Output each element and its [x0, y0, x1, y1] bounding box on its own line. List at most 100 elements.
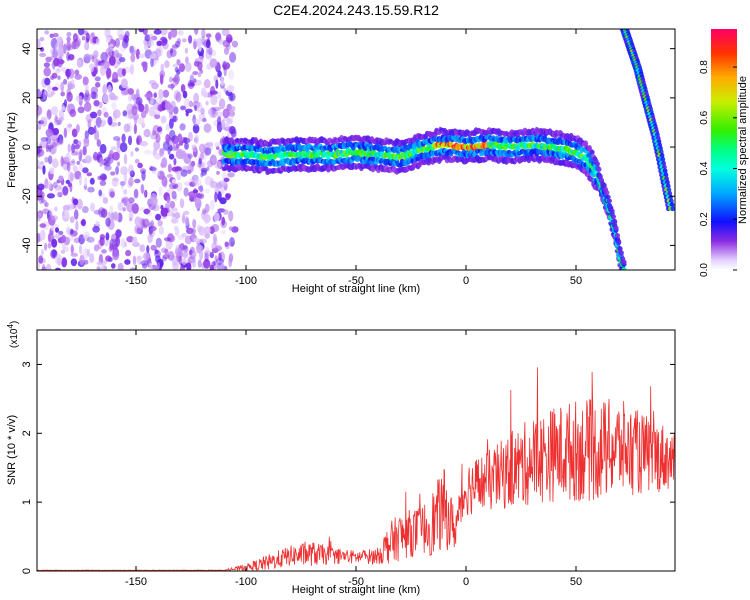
noise-cell: [63, 99, 68, 108]
noise-cell: [49, 33, 54, 39]
ridge-cell: [610, 214, 617, 219]
noise-cell: [166, 195, 171, 204]
noise-cell: [102, 93, 110, 104]
noise-cell: [125, 249, 132, 257]
noise-cell: [162, 89, 170, 98]
noise-cell: [127, 135, 133, 146]
noise-cell: [212, 260, 216, 267]
noise-cell: [200, 35, 207, 42]
noise-cell: [83, 137, 90, 148]
noise-cell: [37, 38, 41, 50]
noise-cell: [112, 71, 118, 83]
noise-cell: [51, 238, 58, 248]
noise-cell: [172, 63, 179, 68]
noise-cell: [132, 255, 137, 266]
noise-cell: [84, 94, 89, 101]
ridge-cell: [616, 238, 622, 246]
noise-cell: [72, 165, 78, 173]
noise-cell: [220, 229, 226, 235]
noise-cell: [204, 232, 210, 239]
noise-cell: [200, 172, 204, 178]
noise-cell: [100, 62, 109, 70]
noise-cell: [202, 208, 207, 215]
noise-cell: [121, 38, 129, 49]
noise-cell: [61, 257, 68, 268]
noise-cell: [98, 175, 104, 181]
noise-cell: [84, 130, 90, 140]
noise-cell: [146, 245, 150, 254]
noise-cell: [105, 255, 112, 262]
noise-cell: [212, 233, 217, 244]
noise-cell: [175, 91, 182, 103]
noise-cell: [169, 207, 174, 214]
noise-cell: [164, 101, 172, 111]
noise-cell: [190, 160, 196, 167]
noise-cell: [204, 226, 211, 235]
noise-cell: [51, 215, 59, 221]
noise-cell: [70, 228, 74, 235]
noise-cell: [173, 158, 177, 166]
noise-cell: [39, 52, 47, 58]
noise-cell: [158, 125, 163, 135]
noise-cell: [60, 156, 64, 167]
noise-cell: [116, 138, 121, 149]
noise-cell: [179, 123, 186, 131]
noise-cell: [154, 249, 159, 255]
noise-cell: [166, 199, 171, 207]
ridge-cell: [621, 259, 627, 266]
noise-cell: [45, 56, 52, 63]
noise-cell: [55, 41, 63, 53]
noise-cell: [230, 105, 236, 112]
noise-cell: [227, 69, 235, 80]
noise-cell: [229, 237, 235, 247]
noise-cell: [149, 106, 155, 117]
noise-cell: [43, 67, 51, 77]
noise-cell: [186, 227, 194, 235]
noise-cell: [220, 77, 225, 86]
noise-cell: [182, 251, 189, 259]
noise-cell: [62, 156, 70, 165]
noise-cell: [194, 134, 200, 145]
noise-cell: [136, 256, 142, 264]
noise-cell: [110, 146, 118, 151]
noise-cell: [182, 90, 188, 99]
noise-cell: [55, 68, 61, 74]
noise-cell: [60, 91, 65, 97]
noise-cell: [193, 175, 199, 187]
noise-cell: [203, 79, 211, 89]
noise-cell: [140, 183, 145, 194]
noise-cell: [231, 40, 238, 48]
noise-cell: [134, 216, 141, 227]
noise-cell: [121, 68, 126, 76]
noise-cell: [180, 84, 186, 93]
noise-cell: [198, 184, 204, 195]
noise-cell: [114, 211, 119, 222]
noise-cell: [86, 248, 91, 257]
noise-cell: [37, 105, 43, 116]
noise-cell: [37, 159, 40, 169]
noise-cell: [44, 156, 49, 163]
noise-cell: [54, 114, 58, 122]
x-tick-label: 50: [570, 576, 582, 588]
noise-cell: [70, 244, 74, 255]
noise-cell: [40, 196, 45, 204]
noise-cell: [187, 169, 192, 175]
noise-cell: [118, 57, 126, 63]
noise-cell: [182, 38, 187, 43]
noise-cell: [164, 237, 172, 242]
noise-cell: [189, 249, 193, 256]
noise-cell: [155, 48, 162, 58]
noise-cell: [161, 38, 168, 44]
noise-cell: [181, 233, 188, 238]
noise-cell: [39, 140, 47, 149]
noise-cell: [44, 242, 48, 251]
noise-cell: [133, 188, 139, 199]
noise-cell: [66, 123, 72, 133]
noise-cell: [45, 142, 49, 153]
noise-cell: [206, 46, 212, 54]
noise-cell: [104, 165, 112, 171]
noise-cell: [71, 128, 78, 138]
noise-cell: [170, 100, 176, 109]
noise-cell: [71, 143, 76, 154]
noise-cell: [192, 218, 197, 229]
